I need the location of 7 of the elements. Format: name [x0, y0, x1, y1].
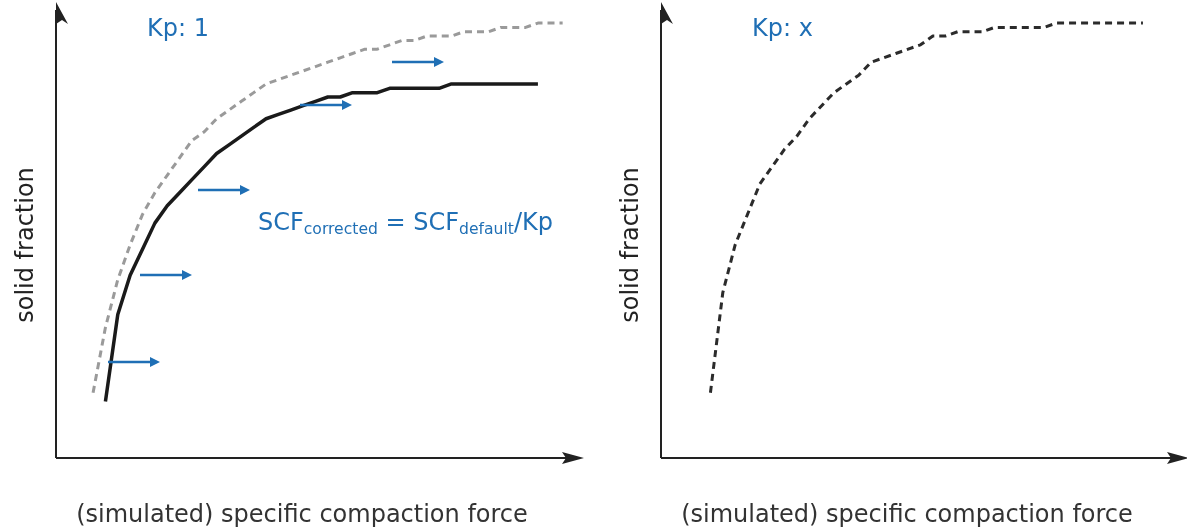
y-axis-title: solid fraction: [616, 167, 644, 323]
chart-title: Kp: x: [752, 14, 813, 42]
y-axis-title: solid fraction: [11, 167, 39, 323]
chart-title: Kp: 1: [147, 14, 209, 42]
annotation: SCF$_{corrected}$ = SCF$_{default}$/Kp: [258, 208, 553, 238]
x-axis-title: (simulated) specific compaction force: [76, 500, 528, 528]
x-axis-title: (simulated) specific compaction force: [681, 500, 1133, 528]
